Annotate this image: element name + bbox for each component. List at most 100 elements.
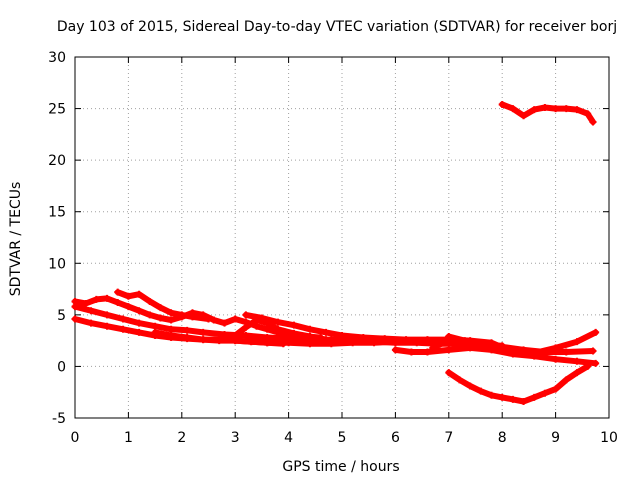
data-point [541, 389, 549, 397]
data-point [151, 322, 159, 330]
data-point [135, 307, 143, 315]
data-point [472, 340, 479, 348]
data-point [488, 346, 496, 354]
data-point [407, 348, 415, 356]
y-tick-label: 10 [48, 256, 66, 272]
data-point [146, 311, 154, 319]
data-point [156, 304, 164, 312]
y-tick-labels: -5 0 5 10 15 20 25 30 [48, 50, 66, 427]
data-point [151, 328, 159, 336]
data-point [263, 339, 271, 347]
y-tick-label: 15 [48, 205, 66, 221]
data-point [466, 344, 474, 352]
x-tick-labels: 0 1 2 3 4 5 6 7 8 9 10 [71, 430, 618, 446]
data-point [562, 376, 570, 384]
data-point [124, 303, 132, 311]
data-point [135, 328, 143, 336]
data-point [183, 334, 191, 342]
data-point [306, 325, 314, 333]
data-point [520, 397, 528, 405]
data-point [167, 309, 175, 317]
data-point [592, 328, 600, 336]
data-point [199, 336, 207, 344]
data-point [135, 290, 143, 298]
data-point [488, 391, 496, 399]
data-point [119, 315, 127, 323]
data-point [124, 292, 132, 300]
data-series [71, 100, 600, 405]
data-point [92, 295, 100, 303]
data-point [359, 334, 367, 342]
data-point [552, 105, 560, 113]
data-point [306, 333, 314, 341]
data-point [205, 315, 212, 323]
data-point [584, 110, 592, 118]
data-point [279, 340, 287, 348]
data-point [221, 319, 229, 327]
data-point [87, 319, 95, 327]
data-point [573, 338, 581, 346]
x-tick-label: 2 [177, 430, 186, 446]
data-point [114, 298, 122, 306]
data-point [178, 311, 186, 319]
data-point [322, 328, 330, 336]
x-tick-label: 6 [391, 430, 400, 446]
y-tick-label: 0 [57, 359, 66, 375]
data-point [530, 352, 538, 360]
data-point [253, 316, 261, 324]
data-point [167, 316, 175, 324]
data-point [87, 307, 95, 315]
x-tick-label: 9 [551, 430, 560, 446]
data-point [231, 315, 239, 323]
data-point [552, 344, 560, 352]
axis-ticks [74, 56, 610, 419]
data-point [210, 316, 218, 324]
data-point [71, 315, 79, 323]
data-point [167, 331, 175, 339]
data-point [146, 297, 154, 305]
data-point [242, 331, 250, 339]
data-point [199, 328, 207, 336]
data-point [509, 105, 517, 113]
data-point [322, 336, 330, 344]
series-track-11 [499, 101, 596, 125]
y-axis-label: SDTVAR / TECUs [8, 182, 24, 297]
data-point [541, 104, 549, 112]
y-tick-label: 30 [48, 50, 66, 66]
data-point [167, 325, 175, 333]
x-tick-label: 4 [284, 430, 293, 446]
data-point [290, 321, 298, 329]
data-point [530, 106, 538, 114]
data-point [589, 347, 597, 355]
data-point [429, 344, 437, 352]
data-point [562, 348, 570, 356]
data-point [423, 348, 431, 356]
data-point [455, 376, 463, 384]
data-point [477, 387, 485, 395]
y-tick-label: -5 [52, 411, 66, 427]
data-point [119, 325, 127, 333]
x-tick-label: 1 [124, 430, 133, 446]
data-point [445, 333, 453, 341]
data-point [253, 322, 261, 330]
data-point [509, 350, 517, 358]
data-point [290, 329, 298, 337]
data-point [498, 393, 506, 401]
x-tick-label: 3 [231, 430, 240, 446]
data-point [114, 288, 122, 296]
x-axis-label: GPS time / hours [282, 459, 399, 475]
data-point [188, 313, 196, 321]
x-tick-label: 5 [338, 430, 347, 446]
data-point [509, 395, 517, 403]
data-point [423, 336, 431, 344]
data-point [215, 337, 223, 345]
data-point [221, 330, 229, 338]
x-tick-label: 0 [71, 430, 80, 446]
data-point [103, 311, 111, 319]
data-point [274, 318, 282, 326]
data-point [439, 339, 447, 347]
data-point [263, 319, 271, 327]
grid [75, 57, 609, 418]
data-point [592, 359, 600, 367]
